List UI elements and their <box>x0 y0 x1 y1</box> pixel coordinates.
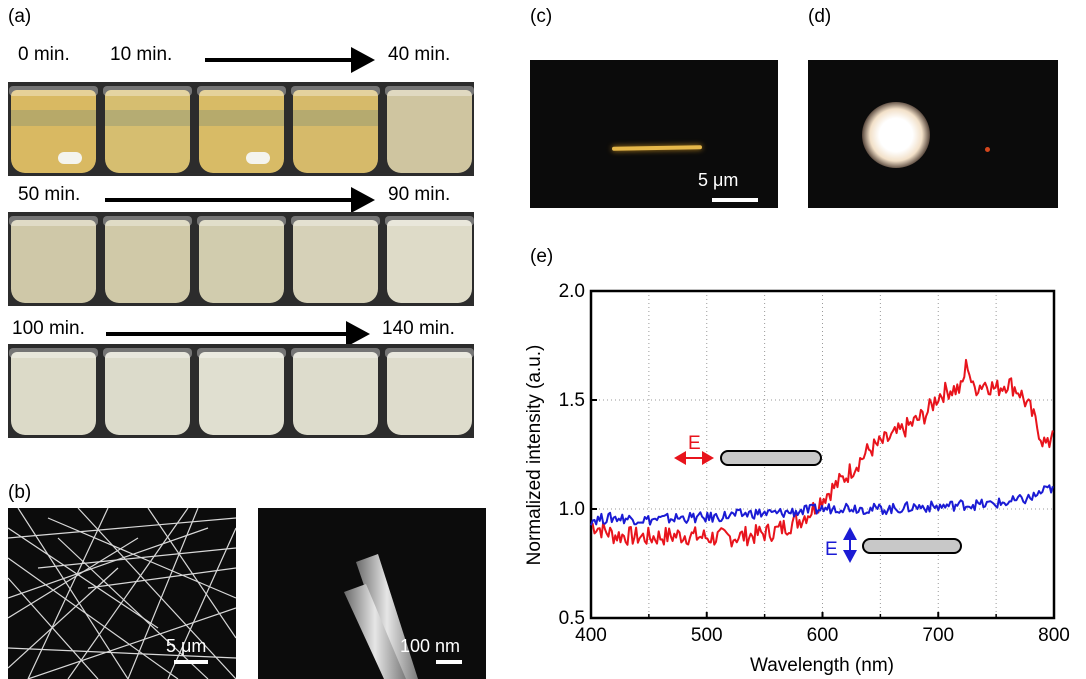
nanowire-network-drawing <box>8 508 236 679</box>
scattering-spectrum-chart: 400 500 600 700 800 0.5 1.0 1.5 2.0 Wavelength (… <box>524 281 1070 676</box>
blue-e-label: E <box>825 539 838 560</box>
scale-bar-5um-sem <box>174 660 208 664</box>
chart-series <box>590 358 1054 548</box>
beaker <box>196 212 287 306</box>
beaker <box>102 212 193 306</box>
scale-bar-100nm-sem <box>436 660 462 664</box>
time-label-0min: 0 min. <box>18 44 70 65</box>
beaker-row-1 <box>8 82 474 176</box>
time-label-40min: 40 min. <box>388 44 451 65</box>
panel-label-c: (c) <box>530 6 553 27</box>
plot-frame <box>589 289 1056 620</box>
red-nanowire-symbol <box>720 450 822 466</box>
time-arrow-2 <box>105 187 375 213</box>
chart-ticks: 400 500 600 700 800 0.5 1.0 1.5 2.0 <box>559 281 1070 646</box>
panel-label-e: (e) <box>530 246 554 267</box>
nanowire-glow <box>611 145 703 151</box>
panel-label-a: (a) <box>8 6 32 27</box>
beaker <box>384 82 475 176</box>
x-tick-label: 600 <box>807 625 839 646</box>
time-label-10min: 10 min. <box>110 44 173 65</box>
beaker <box>290 82 381 176</box>
x-tick-label: 700 <box>922 625 954 646</box>
time-label-100min: 100 min. <box>12 318 85 339</box>
time-arrow-3 <box>106 321 370 347</box>
time-label-140min: 140 min. <box>382 318 455 339</box>
beaker <box>8 82 99 176</box>
beaker <box>290 212 381 306</box>
nanowire-closeup-drawing <box>344 554 418 679</box>
scale-label-100nm-sem: 100 nm <box>400 636 461 656</box>
y-tick-label: 2.0 <box>559 281 585 302</box>
series-line-red <box>590 358 1054 548</box>
blue-nanowire-symbol <box>862 538 962 554</box>
beaker-row-2 <box>8 212 474 306</box>
y-axis-title: Normalized intensity (a.u.) <box>524 345 545 566</box>
y-tick-label: 1.0 <box>559 499 585 520</box>
beaker-row-3 <box>8 344 474 438</box>
y-tick-label: 0.5 <box>559 608 585 629</box>
time-label-50min: 50 min. <box>18 184 81 205</box>
blue-polarization-annotation: E <box>825 527 962 563</box>
beaker <box>102 82 193 176</box>
beaker <box>102 344 193 438</box>
sem-image-pentagonal-nanowire: 100 nm <box>258 508 486 679</box>
beaker <box>196 344 287 438</box>
beaker <box>290 344 381 438</box>
panel-label-b: (b) <box>8 482 32 503</box>
x-tick-label: 500 <box>691 625 723 646</box>
red-e-label: E <box>688 433 701 454</box>
x-axis-title: Wavelength (nm) <box>750 655 894 676</box>
x-tick-label: 400 <box>575 625 607 646</box>
blue-double-arrow <box>843 527 857 563</box>
beaker <box>196 82 287 176</box>
red-double-arrow <box>674 451 714 465</box>
series-line-blue <box>590 484 1054 526</box>
y-tick-label: 1.5 <box>559 390 585 411</box>
beaker <box>384 212 475 306</box>
scale-bar-5um-darkfield <box>712 198 758 202</box>
scattering-bright-spot <box>862 102 930 168</box>
beaker <box>384 344 475 438</box>
scale-label-5um-darkfield: 5 μm <box>698 170 739 190</box>
dark-field-nanowire-image: 5 μm <box>530 60 778 208</box>
sem-image-nanowire-network: 5 μm <box>8 508 236 679</box>
scattering-spot-image <box>808 60 1058 208</box>
scale-label-5um-sem: 5 μm <box>166 636 207 656</box>
chart-grid <box>591 291 1054 618</box>
panel-label-d: (d) <box>808 6 832 27</box>
time-arrow-1 <box>205 47 375 73</box>
x-tick-label: 800 <box>1038 625 1070 646</box>
scattering-red-dot <box>985 147 990 152</box>
red-polarization-annotation: E <box>674 433 822 466</box>
beaker <box>8 344 99 438</box>
time-label-90min: 90 min. <box>388 184 451 205</box>
beaker <box>8 212 99 306</box>
